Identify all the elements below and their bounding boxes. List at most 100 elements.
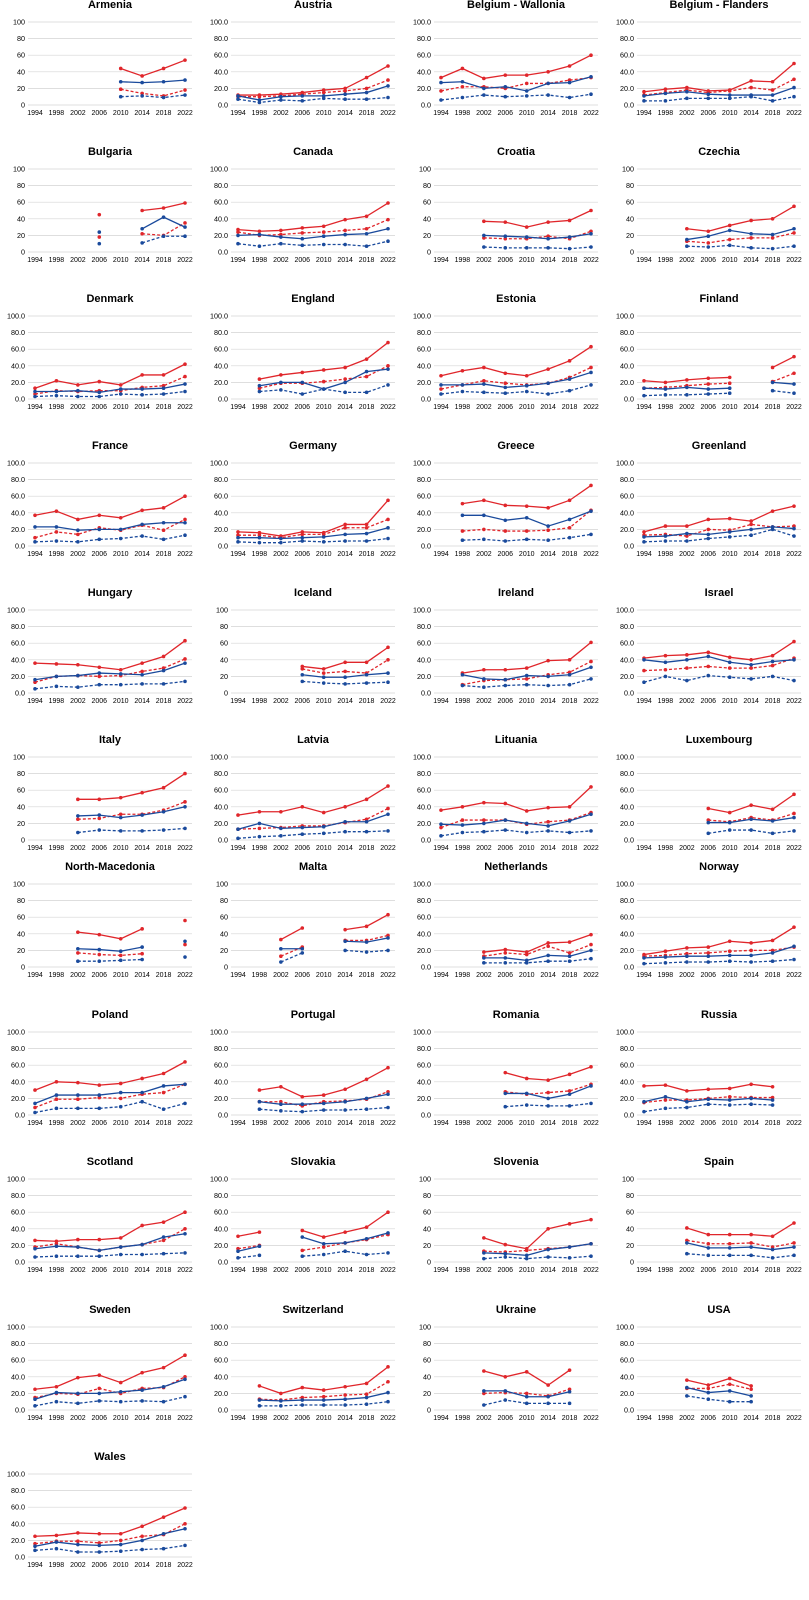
y-tick-label: 80.0 — [214, 1191, 228, 1200]
data-point-blue-solid — [792, 382, 796, 386]
data-point-red-solid — [161, 206, 166, 210]
data-point-red-dashed — [770, 88, 775, 92]
data-point-blue-dashed — [236, 1256, 240, 1260]
data-point-red-dashed — [386, 78, 390, 82]
x-tick-label: 1998 — [49, 1562, 65, 1569]
y-tick-label: 0.0 — [218, 1406, 228, 1415]
data-point-blue-solid — [183, 1526, 187, 1531]
series-line-red-dashed — [238, 518, 389, 539]
data-point-red-solid — [524, 809, 529, 813]
data-point-red-solid — [140, 661, 144, 665]
data-point-blue-solid — [792, 226, 796, 231]
series-line-blue-solid — [237, 1245, 260, 1252]
y-tick-label: 20 — [220, 946, 228, 955]
data-point-red-solid — [792, 354, 796, 359]
data-point-blue-solid — [567, 672, 572, 677]
y-tick-label: 0.0 — [624, 1111, 634, 1120]
data-point-blue-solid — [140, 813, 144, 817]
data-point-red-solid — [118, 1380, 123, 1385]
x-tick-label: 1998 — [252, 845, 268, 852]
y-tick-label: 80 — [423, 1339, 431, 1348]
x-tick-label: 2018 — [765, 110, 781, 117]
x-tick-label: 2022 — [380, 551, 396, 558]
data-point-red-solid — [97, 513, 102, 518]
data-point-red-solid — [343, 1384, 347, 1389]
chart-title: Slovenia — [493, 1156, 539, 1168]
x-tick-label: 1994 — [433, 1120, 449, 1127]
data-point-blue-solid — [54, 1390, 59, 1395]
x-tick-label: 2018 — [359, 1120, 375, 1127]
data-point-red-solid — [749, 79, 753, 83]
data-point-blue-solid — [97, 230, 102, 234]
data-point-blue-solid — [161, 386, 166, 391]
chart-panel: Norway 0.0 20.0 40.0 60.0 80.0 100.0 1994 1998 20… — [609, 861, 809, 1009]
data-point-blue-solid — [300, 946, 305, 951]
y-tick-label: 40 — [17, 67, 25, 76]
x-tick-label: 1998 — [658, 110, 674, 117]
data-point-blue-solid — [300, 94, 305, 98]
data-point-red-solid — [161, 506, 166, 510]
data-point-red-solid — [706, 806, 711, 811]
data-point-blue-solid — [386, 1390, 390, 1395]
data-point-blue-solid — [727, 953, 732, 958]
data-point-red-solid — [567, 805, 572, 809]
data-point-blue-solid — [749, 953, 753, 958]
data-point-blue-solid — [685, 1241, 689, 1245]
y-tick-label: 60.0 — [620, 492, 634, 501]
chart-panel: Estonia 0.0 20.0 40.0 60.0 80.0 100.0 1994 1998 2… — [406, 293, 606, 441]
chart-title: Canada — [293, 146, 334, 158]
y-tick-label: 0 — [21, 963, 25, 972]
data-point-blue-solid — [642, 956, 646, 960]
data-point-blue-dashed — [663, 99, 668, 103]
y-tick-label: 40.0 — [417, 802, 431, 811]
y-tick-label: 100.0 — [7, 606, 25, 615]
x-tick-label: 2014 — [337, 1415, 353, 1422]
data-point-blue-solid — [140, 1242, 144, 1247]
data-point-blue-solid — [546, 1096, 550, 1101]
y-tick-label: 80.0 — [417, 769, 431, 778]
series-line-red-dashed — [643, 657, 795, 672]
x-tick-label: 2022 — [583, 972, 599, 979]
data-point-blue-dashed — [161, 828, 166, 832]
series-line-blue-dashed — [34, 390, 186, 398]
data-point-blue-solid — [300, 1398, 305, 1402]
data-point-red-solid — [770, 217, 775, 221]
x-tick-label: 2006 — [497, 972, 513, 979]
x-tick-label: 1994 — [636, 845, 652, 852]
series-line-blue-dashed — [483, 958, 592, 964]
data-point-red-solid — [642, 1084, 646, 1088]
x-tick-label: 2014 — [134, 404, 150, 411]
data-point-red-solid — [706, 945, 711, 949]
x-tick-label: 2022 — [177, 698, 193, 705]
data-point-blue-solid — [567, 517, 572, 522]
series-line-red-dashed — [483, 230, 592, 240]
data-point-blue-dashed — [567, 95, 572, 100]
data-point-blue-dashed — [727, 1253, 732, 1258]
data-point-red-solid — [321, 810, 326, 815]
data-point-red-solid — [663, 949, 668, 954]
data-point-red-solid — [386, 912, 390, 917]
data-point-red-solid — [546, 220, 550, 224]
data-point-red-dashed — [257, 533, 262, 538]
data-point-blue-dashed — [503, 961, 508, 965]
x-tick-label: 2002 — [679, 698, 695, 705]
data-point-blue-solid — [97, 671, 102, 675]
y-tick-label: 20.0 — [620, 672, 634, 681]
data-point-red-dashed — [460, 818, 465, 822]
y-tick-label: 40.0 — [214, 1077, 228, 1086]
data-point-red-dashed — [76, 532, 80, 537]
data-point-red-dashed — [439, 387, 443, 391]
data-point-blue-solid — [183, 225, 187, 229]
y-tick-label: 20.0 — [417, 819, 431, 828]
data-point-blue-dashed — [97, 394, 102, 399]
data-point-red-solid — [161, 1220, 166, 1224]
data-point-red-solid — [727, 655, 732, 660]
data-point-blue-dashed — [589, 532, 593, 537]
data-point-blue-dashed — [118, 958, 123, 963]
data-point-red-dashed — [706, 241, 711, 245]
x-tick-label: 2002 — [273, 404, 289, 411]
chart-title: Wales — [94, 1451, 125, 1463]
y-tick-label: 80.0 — [417, 622, 431, 631]
data-point-blue-dashed — [321, 831, 326, 836]
